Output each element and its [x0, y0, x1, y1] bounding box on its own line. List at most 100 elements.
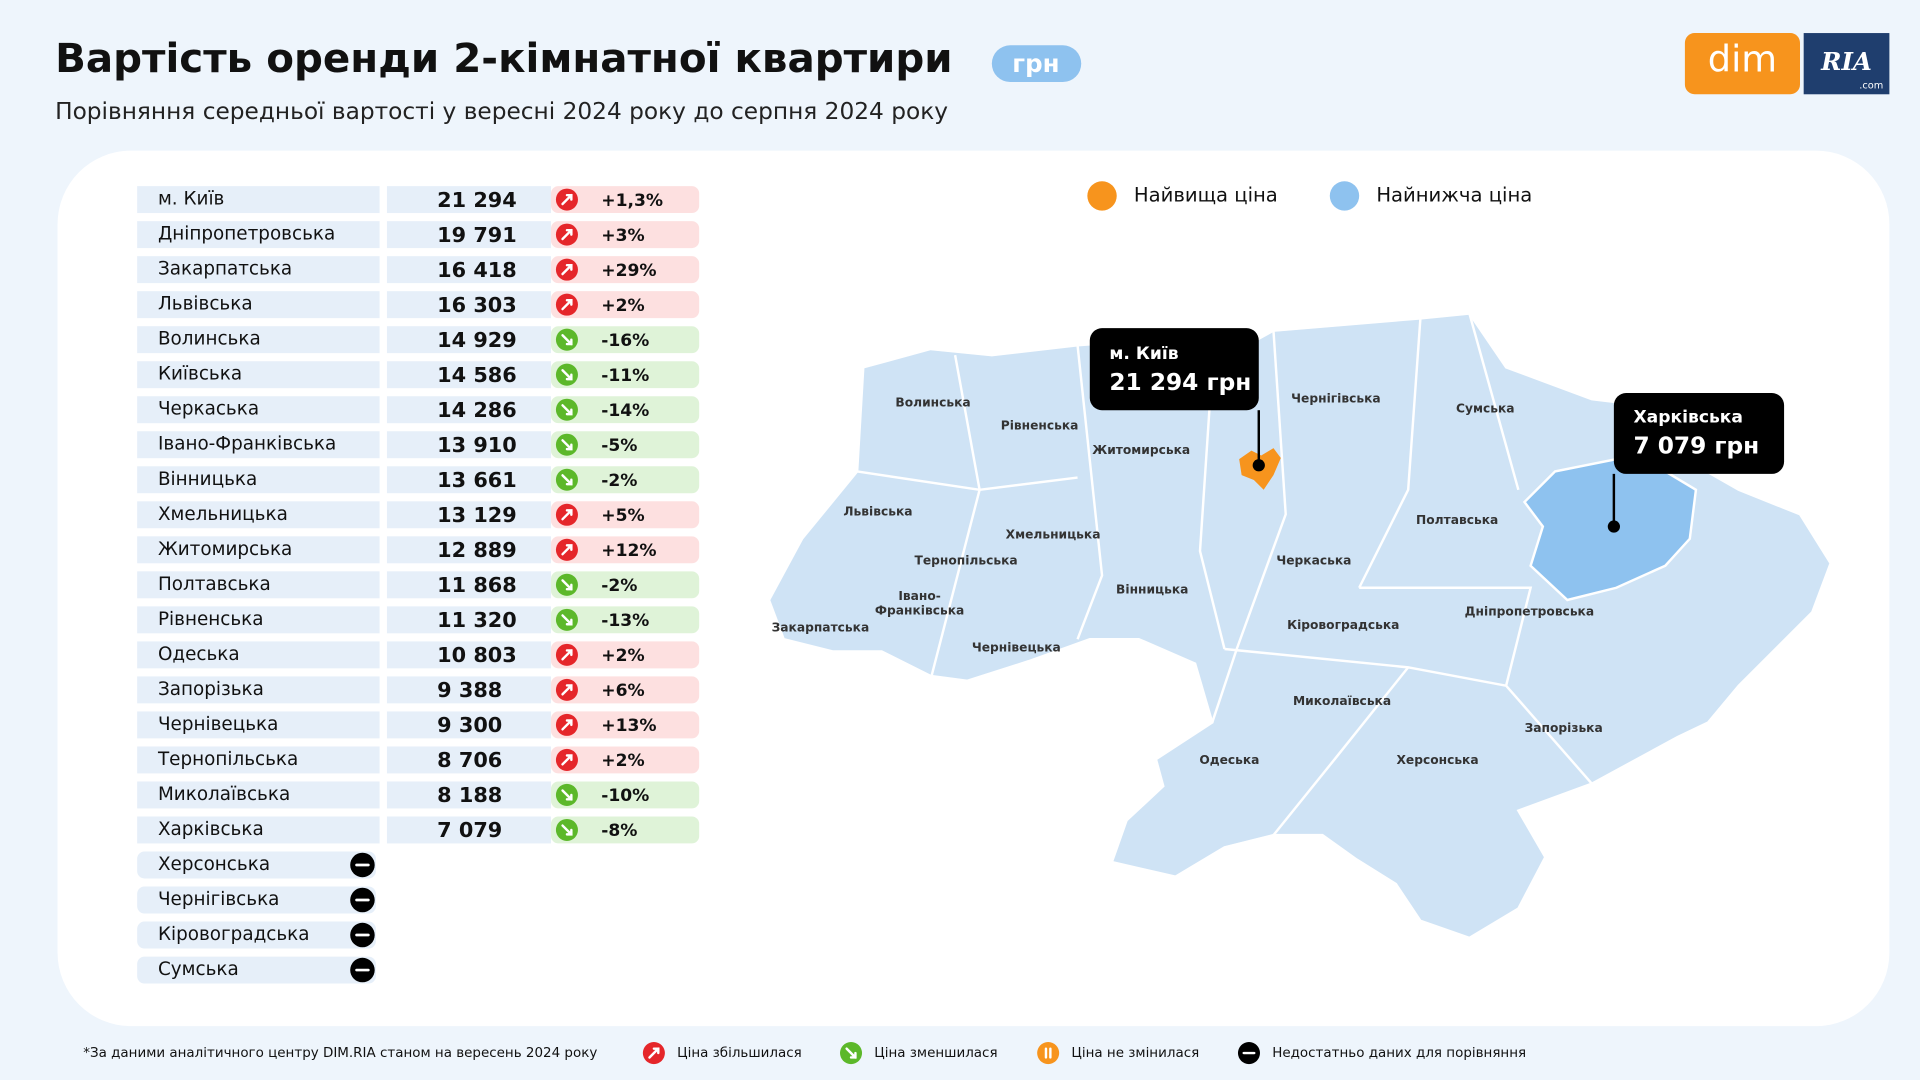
- region-cell: [137, 956, 376, 984]
- footer-legend-label: Ціна зменшилася: [874, 1046, 997, 1061]
- region: Житомирська: [158, 539, 292, 560]
- price: 8 706: [437, 748, 502, 772]
- change-cell: [551, 781, 700, 809]
- region: Дніпропетровська: [158, 224, 335, 245]
- map: Найвища ціна Найнижча ціна Волинська Рівн…: [767, 181, 1832, 940]
- title: Вартість оренди 2-кімнатної квартири: [55, 34, 952, 82]
- status-icon: [1037, 1042, 1060, 1065]
- footnote: *За даними аналітичного центру DIM.RIA с…: [83, 1046, 597, 1061]
- change-cell: [551, 186, 700, 214]
- icon-glyph: [648, 1047, 660, 1059]
- region-label: Тернопільська: [915, 553, 1018, 567]
- callout-label: м. Київ: [1109, 344, 1178, 364]
- icon-glyph: [561, 193, 573, 206]
- price: 14 929: [437, 328, 517, 352]
- icon-glyph: [561, 824, 573, 836]
- icon-glyph: [561, 369, 573, 381]
- change-cell: [551, 291, 700, 319]
- change: +13%: [601, 716, 656, 736]
- icon-glyph: [561, 719, 573, 731]
- region-cell: [137, 641, 380, 669]
- region: Тернопільська: [157, 749, 298, 770]
- footer-legend-label: Ціна збільшилася: [677, 1045, 802, 1061]
- change-cell: [551, 396, 700, 424]
- footer-legend-label: Ціна не змінилася: [1071, 1046, 1199, 1061]
- region-label: Миколаївська: [1293, 694, 1391, 708]
- region: Волинська: [158, 329, 261, 350]
- region-cell: [137, 291, 380, 319]
- icon-glyph: [561, 404, 573, 416]
- icon-glyph: [561, 614, 573, 626]
- price-cell: [386, 816, 552, 844]
- icon-glyph: [561, 299, 573, 311]
- region-label: Херсонська: [1396, 753, 1478, 767]
- icon-glyph: [561, 649, 573, 661]
- change: -2%: [601, 471, 637, 491]
- price-cell: [386, 781, 552, 809]
- region-label: Одеська: [1199, 753, 1259, 767]
- price: 11 868: [437, 573, 517, 597]
- region-label: Вінницька: [1116, 583, 1188, 597]
- subtitle: Порівняння середньої вартості у вересні …: [55, 98, 948, 125]
- price-cell: [386, 291, 552, 319]
- callout-label: Харківська: [1633, 408, 1743, 428]
- icon-glyph: [561, 509, 573, 521]
- region-cell: [137, 816, 380, 844]
- region: Запорізька: [158, 679, 264, 700]
- region-label: Черкаська: [1276, 553, 1351, 567]
- logo-left: dim: [1708, 38, 1777, 81]
- region-label: Полтавська: [1416, 513, 1498, 527]
- region: Кіровоградська: [158, 924, 310, 945]
- change: +12%: [601, 541, 656, 561]
- region: Чернівецька: [158, 714, 278, 735]
- region-cell: [137, 676, 380, 704]
- region-cell: [137, 711, 380, 739]
- price: 16 418: [437, 258, 517, 282]
- change-cell: [551, 256, 700, 284]
- unit-badge: грн: [1012, 49, 1059, 78]
- price: 19 791: [437, 223, 517, 247]
- change: -13%: [601, 611, 649, 631]
- change: -2%: [601, 576, 637, 596]
- change-cell: [551, 466, 700, 494]
- change-cell: [551, 326, 700, 354]
- region: Полтавська: [158, 574, 271, 595]
- price: 7 079: [437, 818, 502, 842]
- logo-right: RIA: [1820, 47, 1872, 76]
- change-cell: [551, 361, 700, 389]
- callout-box: [1089, 328, 1259, 411]
- change-cell: [551, 221, 700, 249]
- region-cell: [137, 536, 380, 564]
- price: 16 303: [437, 293, 517, 317]
- region-label: Волинська: [895, 395, 970, 409]
- change: +2%: [601, 646, 644, 666]
- region: Хмельницька: [158, 504, 288, 525]
- icon-glyph: [561, 264, 573, 276]
- price: 14 586: [437, 363, 517, 387]
- region: м. Київ: [158, 189, 224, 210]
- price-cell: [386, 711, 552, 739]
- price: 13 910: [437, 433, 517, 457]
- region: Вінницька: [158, 469, 257, 490]
- icon-glyph: [1044, 1047, 1052, 1059]
- icon-glyph: [845, 1047, 857, 1059]
- region-label: Закарпатська: [772, 621, 870, 635]
- region-cell: [137, 396, 380, 424]
- price-cell: [386, 501, 552, 529]
- icon-glyph: [561, 754, 573, 766]
- region: Київська: [158, 364, 242, 385]
- price: 12 889: [437, 538, 517, 562]
- change: +3%: [601, 226, 644, 246]
- price: 21 294: [437, 188, 517, 212]
- price-cell: [386, 326, 552, 354]
- price-cell: [386, 361, 552, 389]
- callout-dot: [1607, 520, 1620, 533]
- region-cell: [137, 256, 380, 284]
- region: Рівненська: [158, 609, 264, 630]
- price: 13 129: [437, 503, 517, 527]
- change: +2%: [601, 296, 644, 316]
- region-label: Сумська: [1456, 401, 1515, 415]
- change: -8%: [601, 821, 637, 841]
- callout-value: 21 294 грн: [1109, 369, 1251, 396]
- change: -5%: [601, 436, 637, 456]
